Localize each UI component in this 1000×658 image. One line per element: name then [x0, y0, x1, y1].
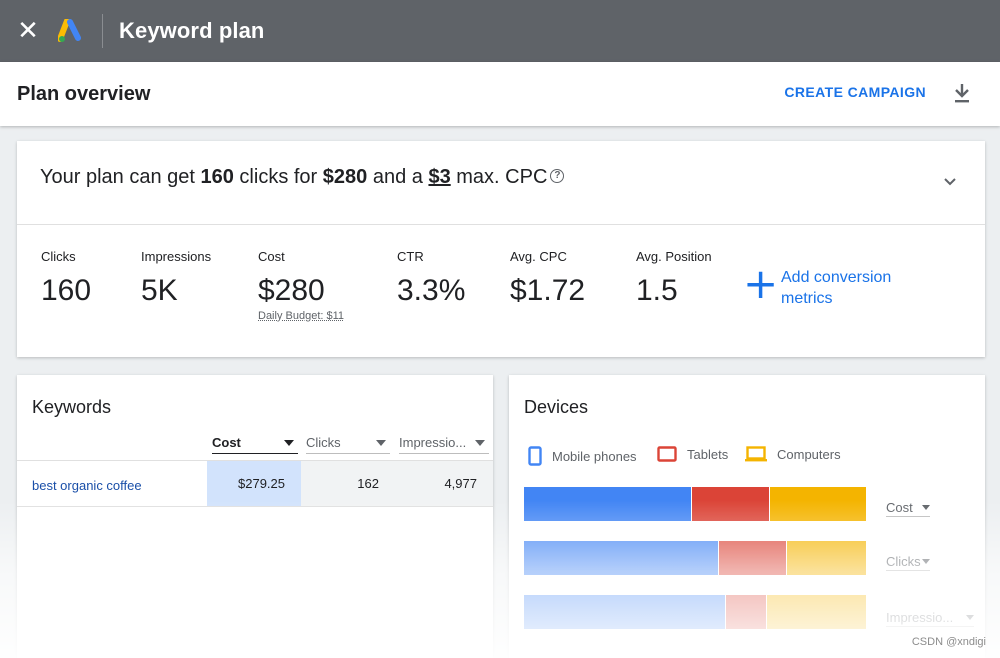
keyword-link[interactable]: best organic coffee	[32, 478, 142, 493]
app-title: Keyword plan	[119, 18, 265, 43]
clicks-bar	[524, 541, 866, 575]
computers-segment	[770, 487, 866, 521]
max-cpc-value[interactable]: $3	[428, 166, 451, 188]
divider	[102, 14, 103, 48]
metric-avg-position: Avg. Position 1.5	[636, 249, 712, 307]
impressions-bar	[524, 595, 866, 629]
metric-avg-cpc: Avg. CPC $1.72	[510, 249, 586, 307]
tablets-segment	[691, 487, 771, 521]
metric-clicks: Clicks 160	[41, 249, 92, 307]
cost-bar	[524, 487, 866, 521]
legend-tablets: Tablets	[657, 446, 728, 462]
computers-segment	[766, 595, 866, 629]
tablets-segment	[718, 541, 788, 575]
legend-computers: Computers	[745, 446, 841, 462]
dropdown-arrow-icon	[922, 559, 930, 564]
keywords-title: Keywords	[32, 397, 112, 417]
cost-metric-select[interactable]: Cost	[886, 499, 930, 517]
tablet-icon	[657, 446, 677, 462]
cell-impressions: 4,977	[395, 461, 493, 506]
clicks-metric-select[interactable]: Clicks	[886, 553, 930, 571]
add-conversion-metrics-button[interactable]: + Add conversion metrics	[743, 259, 892, 308]
top-bar: ✕ Keyword plan	[0, 0, 1000, 62]
chevron-down-icon[interactable]	[943, 175, 957, 189]
dropdown-arrow-icon	[922, 505, 930, 510]
devices-title: Devices	[524, 397, 589, 417]
close-icon[interactable]: ✕	[17, 16, 39, 46]
tablets-segment	[725, 595, 767, 629]
cell-cost: $279.25	[207, 461, 301, 506]
plus-icon: +	[743, 259, 779, 308]
impressions-metric-select[interactable]: Impressio...	[886, 609, 974, 627]
mobile-segment	[524, 487, 692, 521]
plan-summary-card: Your plan can get 160 clicks for $280 an…	[17, 141, 985, 357]
help-icon[interactable]: ?	[550, 169, 565, 183]
mobile-segment	[524, 541, 719, 575]
column-header-clicks[interactable]: Clicks	[306, 432, 390, 454]
legend-mobile: Mobile phones	[528, 446, 637, 466]
column-header-cost[interactable]: Cost	[212, 432, 298, 454]
summary-header[interactable]: Your plan can get 160 clicks for $280 an…	[17, 141, 985, 225]
table-row: best organic coffee $279.25 162 4,977	[17, 460, 493, 507]
download-icon[interactable]	[952, 82, 972, 104]
plan-header: Plan overview CREATE CAMPAIGN	[0, 62, 1000, 126]
summary-sentence: Your plan can get 160 clicks for $280 an…	[40, 166, 565, 189]
metric-cost: Cost $280 Daily Budget: $11	[258, 249, 345, 322]
metric-ctr: CTR 3.3%	[397, 249, 466, 307]
cell-clicks: 162	[301, 461, 395, 506]
google-ads-logo-icon	[56, 16, 86, 46]
watermark: CSDN @xndigi	[911, 636, 986, 648]
mobile-segment	[524, 595, 726, 629]
computer-icon	[745, 446, 767, 462]
devices-card: Devices Mobile phones Tablets Computers …	[509, 375, 985, 658]
metric-impressions: Impressions 5K	[141, 249, 212, 307]
mobile-phone-icon	[528, 446, 542, 466]
column-header-impressions[interactable]: Impressio...	[399, 432, 489, 454]
keywords-card: Keywords Cost Clicks Impressio... best o…	[17, 375, 493, 658]
computers-segment	[787, 541, 866, 575]
dropdown-arrow-icon	[966, 615, 974, 620]
daily-budget[interactable]: Daily Budget: $11	[258, 310, 345, 322]
dropdown-arrow-icon	[475, 439, 485, 446]
page-title: Plan overview	[17, 82, 151, 105]
dropdown-arrow-icon	[376, 439, 386, 446]
sort-arrow-icon	[284, 439, 294, 446]
create-campaign-button[interactable]: CREATE CAMPAIGN	[784, 84, 926, 100]
